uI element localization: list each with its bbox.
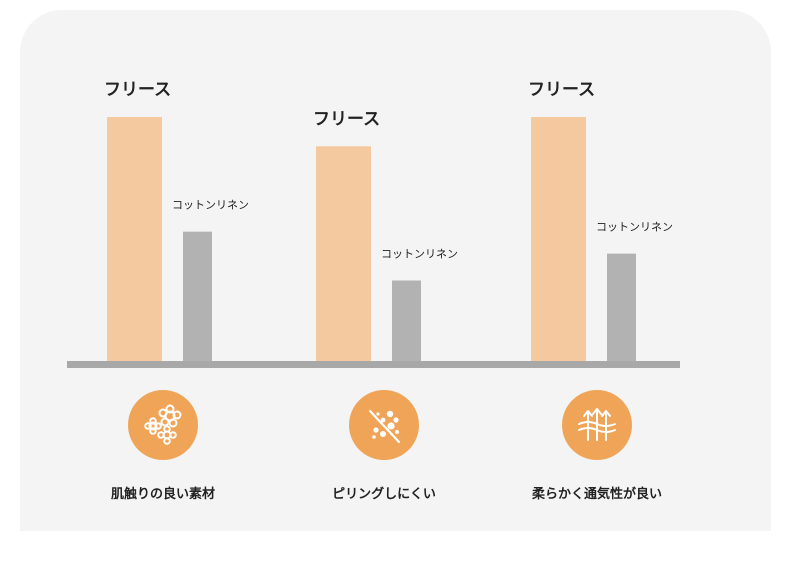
chart-baseline — [67, 361, 680, 368]
series-label-fleece: フリース — [313, 109, 380, 129]
series-label-fleece: フリース — [104, 80, 171, 100]
series-label-cotton-linen: コットンリネン — [596, 221, 673, 234]
feature-breathable: 柔らかく通気性が良い — [497, 390, 697, 502]
bar-cotton-linen-2 — [607, 253, 636, 361]
bar-fleece-1 — [316, 146, 371, 361]
feature-soft-material: 肌触りの良い素材 — [63, 390, 263, 502]
feature-anti-pilling: ピリングしにくい — [284, 390, 484, 502]
bar-fleece-2 — [531, 117, 586, 361]
feature-caption: ピリングしにくい — [332, 487, 436, 502]
airflow-arrows-icon — [562, 390, 632, 460]
series-label-cotton-linen: コットンリネン — [172, 199, 249, 212]
no-pilling-icon — [349, 390, 419, 460]
series-label-cotton-linen: コットンリネン — [381, 247, 458, 260]
feature-caption: 柔らかく通気性が良い — [531, 487, 662, 502]
bar-fleece-0 — [107, 117, 162, 361]
series-label-fleece: フリース — [528, 80, 595, 100]
feature-caption: 肌触りの良い素材 — [110, 487, 215, 502]
bar-cotton-linen-0 — [183, 231, 212, 361]
flowers-icon — [128, 390, 198, 460]
bar-cotton-linen-1 — [392, 280, 421, 361]
